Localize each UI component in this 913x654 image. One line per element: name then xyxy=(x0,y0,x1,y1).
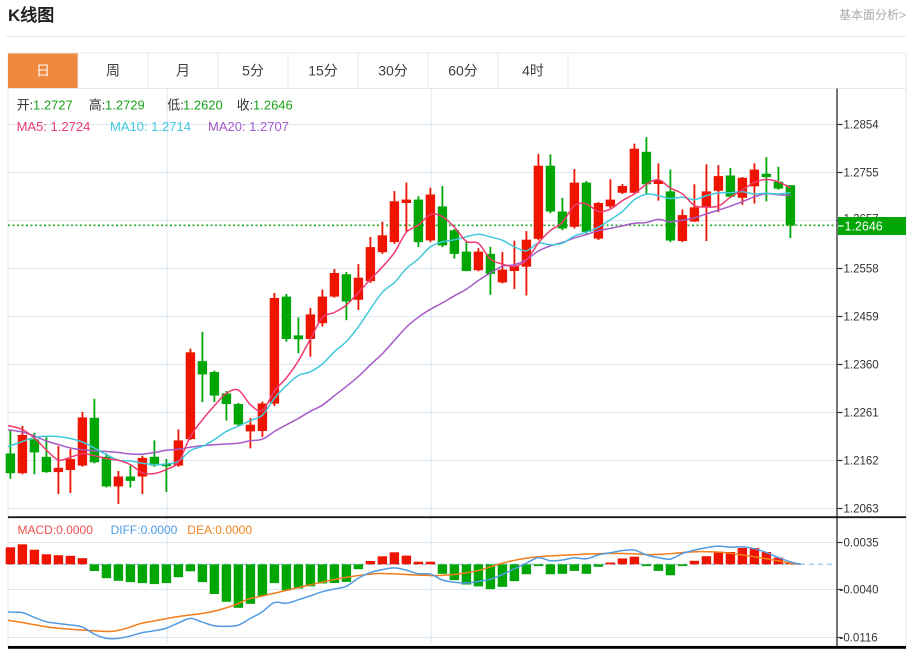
svg-text:MA20: 1.2707: MA20: 1.2707 xyxy=(208,119,289,134)
svg-text:1.2459: 1.2459 xyxy=(844,312,879,324)
svg-text:MA10: 1.2714: MA10: 1.2714 xyxy=(110,119,191,134)
svg-text:月: 月 xyxy=(176,63,190,79)
svg-text:DEA:0.0000: DEA:0.0000 xyxy=(187,523,252,537)
svg-text:1.2360: 1.2360 xyxy=(844,360,879,372)
svg-text:1.2558: 1.2558 xyxy=(844,264,879,276)
svg-text:1.2729: 1.2729 xyxy=(105,98,145,113)
svg-text:-0.0116: -0.0116 xyxy=(840,633,878,645)
svg-text:周: 周 xyxy=(106,63,120,79)
svg-text:基本面分析>: 基本面分析> xyxy=(839,8,906,22)
svg-text:1.2162: 1.2162 xyxy=(844,456,879,468)
svg-text:4时: 4时 xyxy=(522,63,544,79)
svg-text:0.0035: 0.0035 xyxy=(844,538,879,550)
svg-text:1.2261: 1.2261 xyxy=(844,408,879,420)
svg-text:30分: 30分 xyxy=(378,63,408,79)
svg-text:1.2646: 1.2646 xyxy=(253,98,293,113)
svg-text:1.2755: 1.2755 xyxy=(844,168,879,180)
svg-text:K线图: K线图 xyxy=(8,5,54,25)
svg-text:1.2620: 1.2620 xyxy=(183,98,223,113)
svg-text:开:: 开: xyxy=(17,98,34,113)
svg-text:1.2854: 1.2854 xyxy=(844,120,880,132)
svg-text:MA5: 1.2724: MA5: 1.2724 xyxy=(17,119,91,134)
svg-text:高:: 高: xyxy=(89,98,106,113)
svg-text:15分: 15分 xyxy=(308,63,338,79)
svg-text:1.2646: 1.2646 xyxy=(845,220,883,234)
svg-text:5分: 5分 xyxy=(242,63,264,79)
svg-text:MACD:0.0000: MACD:0.0000 xyxy=(18,523,94,537)
svg-text:1.2727: 1.2727 xyxy=(33,98,73,113)
svg-text:DIFF:0.0000: DIFF:0.0000 xyxy=(111,523,178,537)
svg-text:收:: 收: xyxy=(237,98,254,113)
svg-text:日: 日 xyxy=(36,63,50,79)
svg-text:低:: 低: xyxy=(167,98,184,113)
svg-text:-0.0040: -0.0040 xyxy=(840,585,879,597)
svg-text:1.2063: 1.2063 xyxy=(844,504,879,516)
svg-text:60分: 60分 xyxy=(448,63,478,79)
